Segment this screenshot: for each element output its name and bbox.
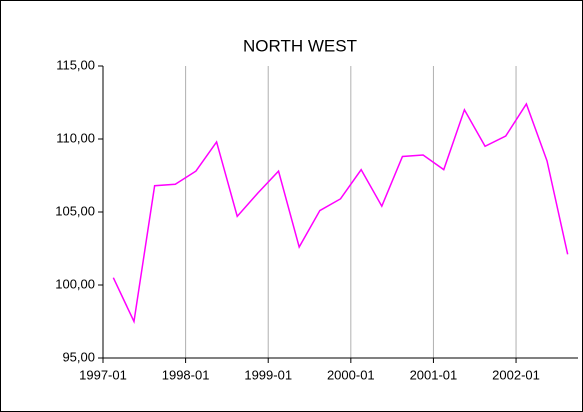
chart-title: NORTH WEST [243, 36, 357, 55]
x-tick-label: 1999-01 [244, 367, 292, 382]
x-tick-label: 2002-01 [492, 367, 540, 382]
data-line [112, 102, 569, 325]
y-tick-label: 105,00 [55, 203, 95, 218]
y-tick-label: 115,00 [56, 57, 95, 72]
x-tick-label: 1998-01 [162, 367, 210, 382]
x-tick-label: 1997-01 [79, 367, 127, 382]
x-tick-label: 2000-01 [327, 367, 375, 382]
y-tick-label: 100,00 [55, 276, 95, 291]
y-tick-label: 95,00 [62, 349, 95, 364]
y-tick-label: 110,00 [56, 130, 95, 145]
x-tick-label: 2001-01 [410, 367, 458, 382]
